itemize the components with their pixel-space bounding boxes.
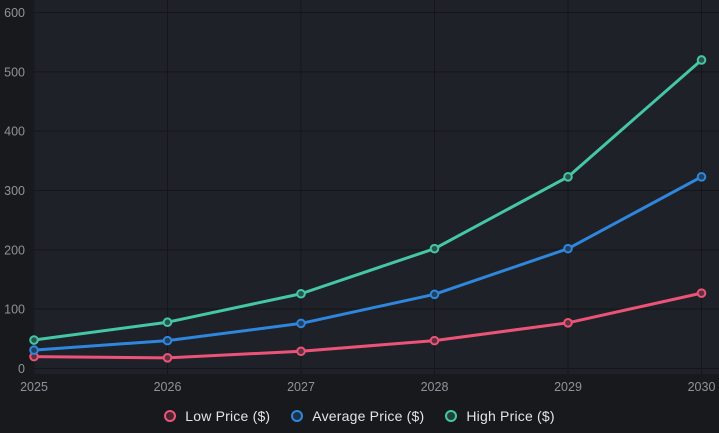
y-axis-tick-label: 200 bbox=[4, 243, 25, 257]
y-axis-tick-label: 400 bbox=[4, 125, 25, 139]
x-axis-tick-label: 2028 bbox=[421, 380, 449, 394]
x-axis-tick-label: 2029 bbox=[554, 380, 582, 394]
legend-label-low-price: Low Price ($) bbox=[185, 408, 271, 424]
legend-marker-average-price-icon bbox=[291, 410, 304, 422]
high-price-point-2030[interactable] bbox=[696, 55, 707, 65]
high-price-point-2026[interactable] bbox=[162, 317, 173, 328]
low-price-line bbox=[32, 291, 703, 360]
high-price-point-2028[interactable] bbox=[429, 243, 440, 254]
x-axis-tick-label: 2026 bbox=[154, 380, 182, 394]
high-price-line bbox=[32, 58, 703, 342]
average-price-point-2026[interactable] bbox=[162, 335, 173, 346]
y-axis-tick-label: 0 bbox=[18, 362, 25, 376]
y-axis-tick-label: 100 bbox=[4, 303, 25, 317]
average-price-point-2028[interactable] bbox=[429, 289, 440, 300]
plot-area bbox=[33, 0, 719, 374]
x-axis-tick-label: 2030 bbox=[688, 380, 716, 394]
chart-legend: Low Price ($) Average Price ($) High Pri… bbox=[0, 403, 719, 429]
y-axis-tick-label: 600 bbox=[4, 6, 25, 20]
high-price-point-2027[interactable] bbox=[296, 288, 306, 299]
legend-label-average-price: Average Price ($) bbox=[312, 408, 425, 424]
legend-item-low-price[interactable]: Low Price ($) bbox=[164, 408, 270, 424]
average-price-point-2027[interactable] bbox=[296, 318, 306, 329]
x-axis-tick-label: 2025 bbox=[20, 380, 48, 394]
y-axis-tick-label: 500 bbox=[4, 65, 25, 79]
low-price-point-2026[interactable] bbox=[162, 353, 173, 363]
legend-item-average-price[interactable]: Average Price ($) bbox=[291, 408, 424, 424]
low-price-point-2027[interactable] bbox=[296, 346, 306, 357]
low-price-point-2030[interactable] bbox=[696, 288, 707, 298]
high-price-point-2025[interactable] bbox=[29, 335, 39, 345]
low-price-point-2028[interactable] bbox=[429, 335, 440, 346]
high-price-point-2029[interactable] bbox=[563, 172, 573, 182]
legend-item-high-price[interactable]: High Price ($) bbox=[445, 408, 555, 424]
legend-marker-high-price-icon bbox=[445, 410, 458, 422]
low-price-point-2029[interactable] bbox=[563, 318, 573, 328]
average-price-point-2029[interactable] bbox=[563, 243, 573, 254]
average-price-point-2030[interactable] bbox=[696, 172, 707, 182]
average-price-line bbox=[32, 175, 703, 352]
legend-label-high-price: High Price ($) bbox=[466, 408, 555, 424]
x-axis-tick-label: 2027 bbox=[287, 380, 315, 394]
average-price-point-2025[interactable] bbox=[29, 345, 39, 355]
y-axis-tick-label: 300 bbox=[4, 184, 25, 198]
legend-marker-low-price-icon bbox=[164, 410, 177, 422]
